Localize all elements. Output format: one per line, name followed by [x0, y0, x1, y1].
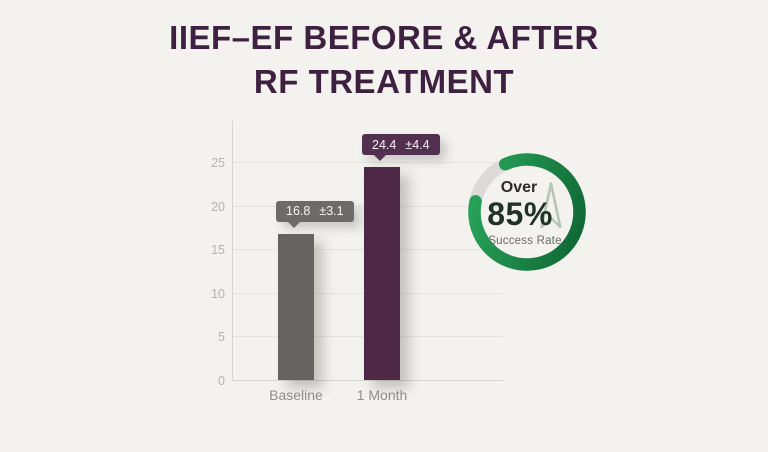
bar-chart-plot: 0 5 10 15 20 25 16.8 ±3.1 Baseline 24.4 ±4.4 1 Mont… — [211, 121, 503, 403]
y-axis-tick-label: 20 — [211, 199, 225, 214]
y-axis-tick-label: 0 — [218, 374, 225, 388]
y-axis-tick-label: 15 — [211, 243, 225, 258]
bar-mean-value: 16.8 — [286, 204, 311, 218]
up-arrow-icon — [540, 182, 562, 229]
y-axis-tick-label: 5 — [218, 330, 225, 345]
y-axis-tick-label: 25 — [211, 156, 225, 170]
bar-value-tooltip: 24.4 ±4.4 — [362, 134, 440, 162]
badge-percent-value: 85% — [487, 196, 553, 232]
badge-over-label: Over — [500, 179, 538, 196]
gridline — [233, 162, 503, 163]
title-line-2: RF TREATMENT — [253, 63, 515, 100]
ring-inner-disc — [474, 159, 580, 265]
y-axis-tick-label: 10 — [211, 286, 225, 301]
title-line-1: IIEF–EF BEFORE & AFTER — [169, 19, 599, 56]
tooltip-pointer — [374, 155, 386, 162]
badge-caption: Success Rate — [488, 235, 562, 247]
bar-error-value: ±4.4 — [405, 137, 430, 152]
bar-value-tooltip: 16.8 ±3.1 — [276, 200, 354, 228]
x-axis-category-label: 1 Month — [356, 387, 408, 403]
tooltip-pointer — [288, 221, 300, 228]
bar-1-month — [364, 167, 400, 380]
success-rate-badge: Over 85% Success Rate — [463, 148, 591, 276]
progress-ring — [468, 153, 586, 271]
ring-progress-arc — [468, 153, 586, 271]
bar-error-value: ±3.1 — [319, 204, 344, 218]
x-axis-category-label: Baseline — [269, 387, 323, 403]
bar-baseline — [278, 233, 314, 380]
bar-mean-value: 24.4 — [372, 137, 397, 152]
page-title: IIEF–EF BEFORE & AFTER RF TREATMENT — [0, 16, 768, 104]
